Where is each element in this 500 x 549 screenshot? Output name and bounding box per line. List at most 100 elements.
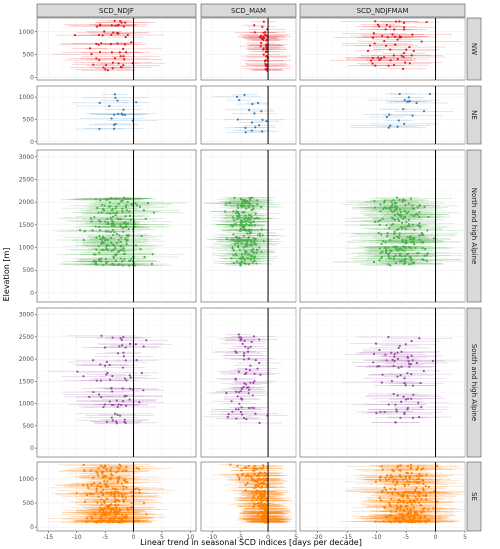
data-point xyxy=(107,244,110,247)
data-point xyxy=(412,393,415,396)
data-point xyxy=(425,498,428,501)
data-point xyxy=(111,215,115,218)
data-point xyxy=(432,490,436,493)
data-point xyxy=(243,217,246,220)
data-point xyxy=(261,472,264,475)
row-strip xyxy=(466,307,482,458)
data-point xyxy=(122,64,125,67)
data-point xyxy=(412,492,415,495)
data-point xyxy=(124,404,128,407)
data-point xyxy=(387,126,390,129)
data-point xyxy=(110,503,113,506)
data-point xyxy=(137,519,140,522)
data-point xyxy=(248,369,252,372)
data-point xyxy=(105,373,108,376)
data-point xyxy=(109,508,113,512)
data-point xyxy=(383,486,386,489)
column-strip-label: SCD_NDJF xyxy=(99,7,134,15)
data-point xyxy=(117,112,120,115)
data-point xyxy=(105,420,108,423)
data-point xyxy=(385,248,388,251)
data-point xyxy=(403,216,406,219)
data-point xyxy=(106,248,109,252)
data-point xyxy=(86,520,90,523)
data-point xyxy=(138,488,141,492)
data-point xyxy=(128,374,131,377)
data-point xyxy=(396,506,399,509)
data-point xyxy=(261,493,264,496)
data-point xyxy=(119,223,122,226)
data-point xyxy=(103,204,106,207)
data-point xyxy=(423,205,426,208)
data-point xyxy=(142,345,145,348)
data-point xyxy=(113,225,116,228)
data-point xyxy=(421,474,424,477)
data-point xyxy=(111,375,114,378)
data-point xyxy=(122,499,125,502)
data-point xyxy=(244,228,247,231)
data-point xyxy=(404,505,407,508)
data-point xyxy=(232,262,236,265)
data-point xyxy=(114,259,118,263)
data-point xyxy=(109,212,112,215)
data-point xyxy=(238,476,241,479)
panel-background xyxy=(200,307,297,458)
data-point xyxy=(389,505,392,508)
data-point xyxy=(122,230,125,233)
data-point xyxy=(402,499,405,502)
data-point xyxy=(404,204,407,207)
data-point xyxy=(97,33,101,37)
data-point xyxy=(113,19,116,23)
data-point xyxy=(236,206,239,209)
data-point xyxy=(262,480,265,483)
data-point xyxy=(396,375,399,378)
data-point xyxy=(372,32,375,35)
data-point xyxy=(112,244,115,247)
data-point xyxy=(111,262,114,265)
data-point xyxy=(389,474,393,477)
data-point xyxy=(244,475,248,478)
data-point xyxy=(250,208,253,211)
data-point xyxy=(122,226,125,229)
data-point xyxy=(377,231,380,235)
data-point xyxy=(394,403,397,406)
data-point xyxy=(422,369,425,373)
data-point xyxy=(397,520,400,523)
data-point xyxy=(413,215,416,218)
data-point xyxy=(416,224,419,227)
data-point xyxy=(123,252,126,256)
data-point xyxy=(400,515,403,519)
data-point xyxy=(118,234,121,237)
panel-1-0 xyxy=(36,85,197,145)
data-point xyxy=(113,517,116,520)
data-point xyxy=(83,230,86,233)
data-point xyxy=(397,464,400,467)
data-point xyxy=(384,353,387,356)
data-point xyxy=(408,480,412,483)
data-point xyxy=(432,507,435,510)
data-point xyxy=(398,234,401,237)
data-point xyxy=(111,390,114,393)
data-point xyxy=(255,498,258,502)
data-point xyxy=(401,217,405,220)
data-point xyxy=(105,475,108,478)
y-tick-label: 3000 xyxy=(19,154,34,161)
data-point xyxy=(407,520,410,523)
data-point xyxy=(373,199,376,203)
data-point xyxy=(395,235,399,239)
data-point xyxy=(133,225,136,229)
data-point xyxy=(242,416,246,420)
data-point xyxy=(122,25,125,28)
data-point xyxy=(408,62,411,65)
data-point xyxy=(112,403,115,406)
row-strip xyxy=(466,461,482,532)
data-point xyxy=(245,207,248,210)
data-point xyxy=(394,421,397,424)
data-point xyxy=(391,491,394,494)
data-point xyxy=(252,205,255,208)
data-point xyxy=(125,204,128,207)
data-point xyxy=(399,35,403,39)
x-tick-label: -5 xyxy=(403,534,409,541)
data-point xyxy=(111,67,114,70)
data-point xyxy=(82,484,85,487)
